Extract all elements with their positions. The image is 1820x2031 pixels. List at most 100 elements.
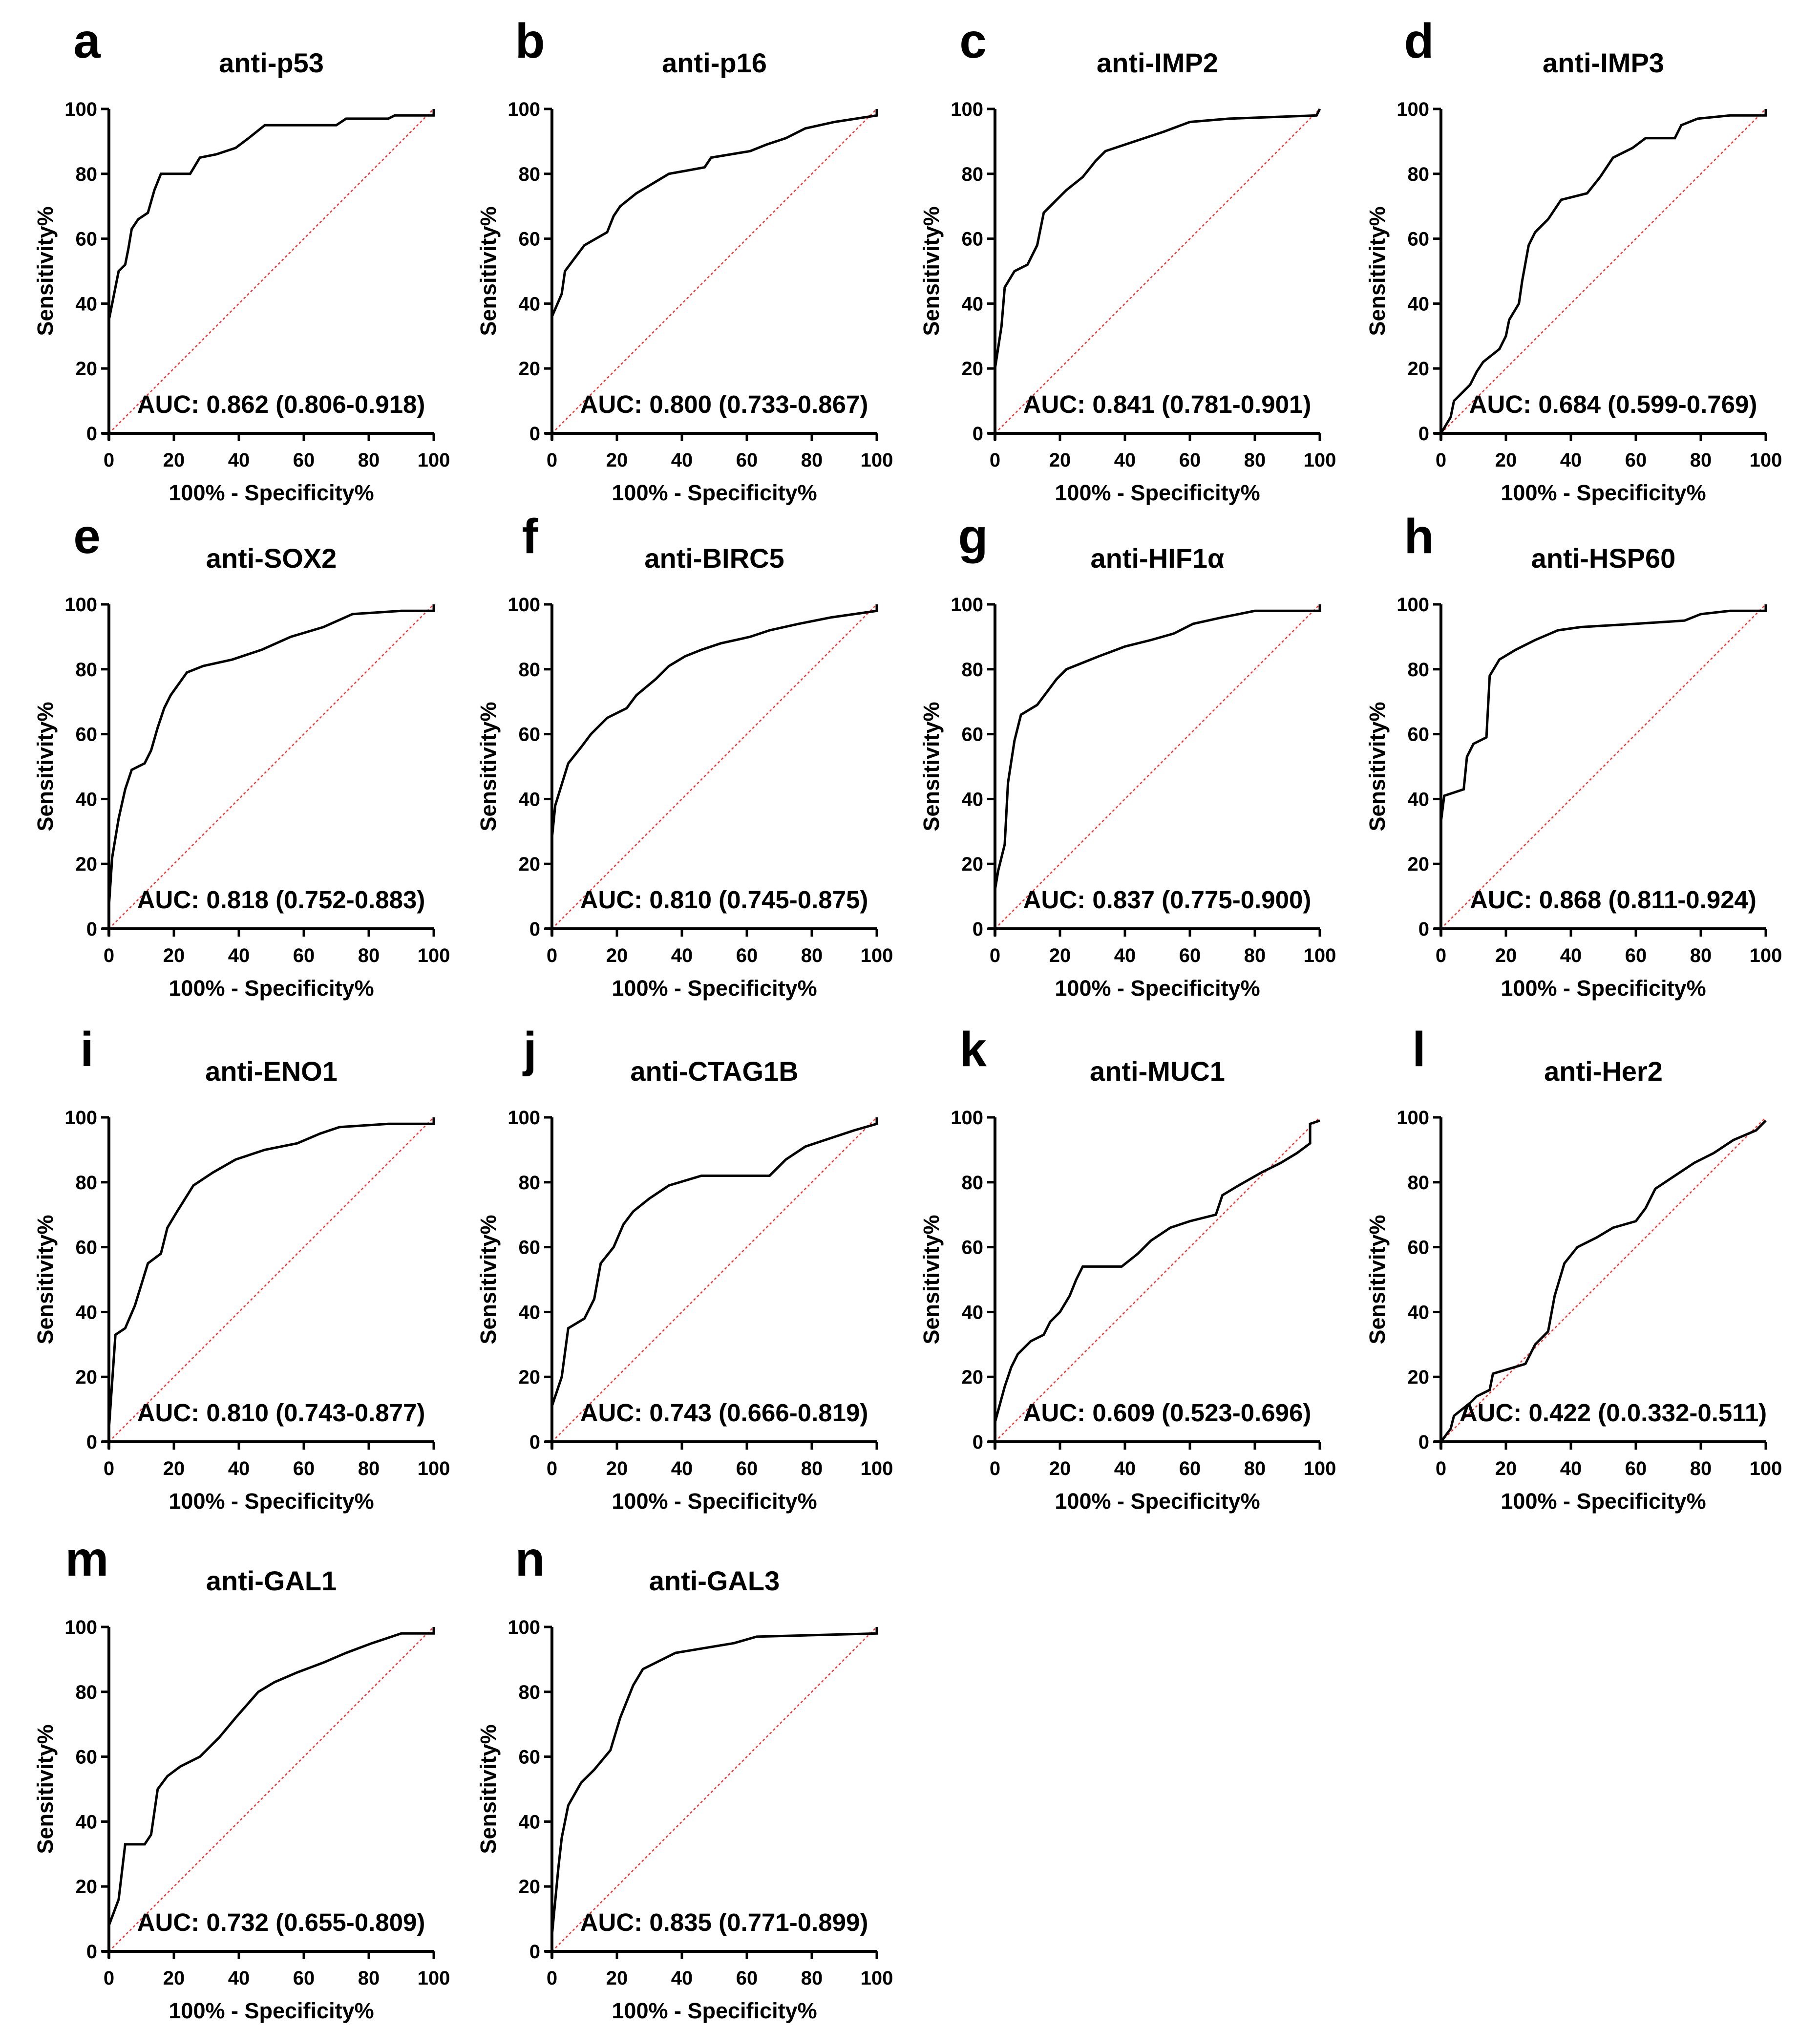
y-tick-label: 20 — [76, 1876, 98, 1898]
roc-panel-i: i anti-ENO1 0 20 40 60 80 100 0 20 40 60 80 100 100% -… — [33, 1022, 450, 1514]
y-tick-label: 100 — [508, 99, 540, 120]
panel-letter: k — [959, 1022, 987, 1077]
x-tick-label: 20 — [163, 449, 185, 471]
y-tick-label: 80 — [1408, 164, 1430, 185]
y-tick-label: 20 — [76, 358, 98, 380]
x-tick-label: 80 — [1690, 1458, 1712, 1479]
x-tick-label: 20 — [606, 945, 628, 966]
x-tick-label: 0 — [990, 945, 1000, 966]
y-tick-label: 100 — [64, 1617, 97, 1638]
reference-line — [108, 1117, 434, 1442]
chart-title: anti-SOX2 — [206, 543, 337, 574]
y-tick-label: 40 — [962, 293, 984, 315]
y-tick-label: 40 — [76, 789, 98, 810]
x-tick-label: 100 — [418, 945, 450, 966]
y-tick-label: 100 — [508, 594, 540, 616]
x-tick-label: 60 — [1179, 449, 1201, 471]
x-tick-label: 40 — [1560, 1458, 1582, 1479]
x-axis-label: 100% - Specificity% — [612, 1489, 817, 1514]
auc-annotation: AUC: 0.684 (0.599-0.769) — [1469, 390, 1757, 418]
roc-curve — [994, 108, 1321, 369]
roc-curve — [994, 604, 1321, 890]
x-tick-label: 60 — [736, 449, 758, 471]
x-tick-label: 40 — [1114, 945, 1136, 966]
x-tick-label: 100 — [418, 1967, 450, 1989]
y-tick-label: 100 — [1397, 594, 1429, 616]
auc-annotation: AUC: 0.837 (0.775-0.900) — [1023, 886, 1312, 914]
chart-title: anti-MUC1 — [1090, 1056, 1225, 1087]
y-tick-label: 60 — [519, 1747, 541, 1768]
x-tick-label: 0 — [547, 1458, 557, 1479]
y-tick-label: 60 — [76, 229, 98, 250]
x-tick-label: 20 — [163, 945, 185, 966]
roc-panel-b: b anti-p16 0 20 40 60 80 100 0 20 40 60 80 100 100% - … — [476, 14, 893, 505]
x-tick-label: 0 — [547, 1967, 557, 1989]
x-tick-label: 80 — [358, 1967, 380, 1989]
y-tick-label: 60 — [1408, 229, 1430, 250]
reference-line — [995, 108, 1320, 434]
x-tick-label: 0 — [990, 1458, 1000, 1479]
x-tick-label: 60 — [293, 945, 315, 966]
y-tick-label: 60 — [519, 229, 541, 250]
auc-annotation: AUC: 0.609 (0.523-0.696) — [1023, 1399, 1312, 1427]
y-tick-label: 100 — [951, 1107, 983, 1129]
x-tick-label: 40 — [228, 945, 250, 966]
chart-title: anti-p53 — [219, 47, 324, 78]
x-tick-label: 80 — [358, 449, 380, 471]
roc-curve — [1439, 604, 1767, 822]
y-axis-label: Sensitivity% — [33, 206, 58, 336]
y-tick-label: 80 — [76, 1682, 98, 1703]
roc-panel-n: n anti-GAL3 0 20 40 60 80 100 0 20 40 60 80 100 100% -… — [476, 1532, 893, 2023]
reference-line — [1440, 1117, 1766, 1442]
y-tick-label: 40 — [1408, 1302, 1430, 1323]
x-tick-label: 40 — [228, 449, 250, 471]
x-axis-label: 100% - Specificity% — [1501, 1489, 1706, 1514]
x-axis-label: 100% - Specificity% — [1055, 976, 1260, 1001]
x-tick-label: 100 — [418, 1458, 450, 1479]
x-axis-label: 100% - Specificity% — [612, 976, 817, 1001]
chart-title: anti-CTAG1B — [630, 1056, 798, 1087]
chart-title: anti-HIF1α — [1091, 543, 1225, 574]
y-tick-label: 20 — [1408, 1367, 1430, 1388]
y-tick-label: 20 — [1408, 358, 1430, 380]
x-tick-label: 20 — [606, 1967, 628, 1989]
roc-panel-k: k anti-MUC1 0 20 40 60 80 100 0 20 40 60 80 100 100% -… — [919, 1022, 1336, 1514]
x-tick-label: 40 — [228, 1458, 250, 1479]
x-axis-label: 100% - Specificity% — [1501, 480, 1706, 505]
y-tick-label: 0 — [86, 1941, 97, 1963]
x-tick-label: 80 — [1244, 945, 1266, 966]
roc-curve — [1439, 1119, 1767, 1443]
y-tick-label: 0 — [973, 1432, 983, 1453]
x-tick-label: 40 — [228, 1967, 250, 1989]
y-axis-label: Sensitivity% — [919, 1215, 944, 1344]
x-tick-label: 0 — [547, 449, 557, 471]
x-tick-label: 60 — [1179, 945, 1201, 966]
x-tick-label: 20 — [606, 1458, 628, 1479]
x-tick-label: 100 — [418, 449, 450, 471]
chart-title: anti-BIRC5 — [644, 543, 784, 574]
y-tick-label: 60 — [1408, 724, 1430, 746]
y-tick-label: 80 — [76, 659, 98, 681]
roc-panel-l: l anti-Her2 0 20 40 60 80 100 0 20 40 60 80 100 100% -… — [1365, 1022, 1782, 1514]
roc-curve — [1439, 109, 1767, 434]
x-tick-label: 60 — [1179, 1458, 1201, 1479]
y-tick-label: 0 — [86, 423, 97, 445]
y-tick-label: 100 — [951, 594, 983, 616]
y-tick-label: 60 — [962, 724, 984, 746]
y-tick-label: 80 — [519, 659, 541, 681]
chart-title: anti-GAL3 — [649, 1565, 780, 1596]
x-tick-label: 40 — [1560, 945, 1582, 966]
auc-annotation: AUC: 0.810 (0.745-0.875) — [580, 886, 868, 914]
y-tick-label: 80 — [1408, 1172, 1430, 1194]
x-tick-label: 100 — [1750, 449, 1782, 471]
roc-panel-c: c anti-IMP2 0 20 40 60 80 100 0 20 40 60 80 100 100% -… — [919, 14, 1336, 505]
reference-line — [108, 108, 434, 434]
x-axis-label: 100% - Specificity% — [169, 976, 374, 1001]
y-tick-label: 60 — [519, 724, 541, 746]
roc-curve — [107, 1627, 435, 1926]
x-tick-label: 20 — [1049, 449, 1071, 471]
y-tick-label: 80 — [962, 164, 984, 185]
x-tick-label: 0 — [1436, 945, 1446, 966]
y-tick-label: 0 — [973, 423, 983, 445]
